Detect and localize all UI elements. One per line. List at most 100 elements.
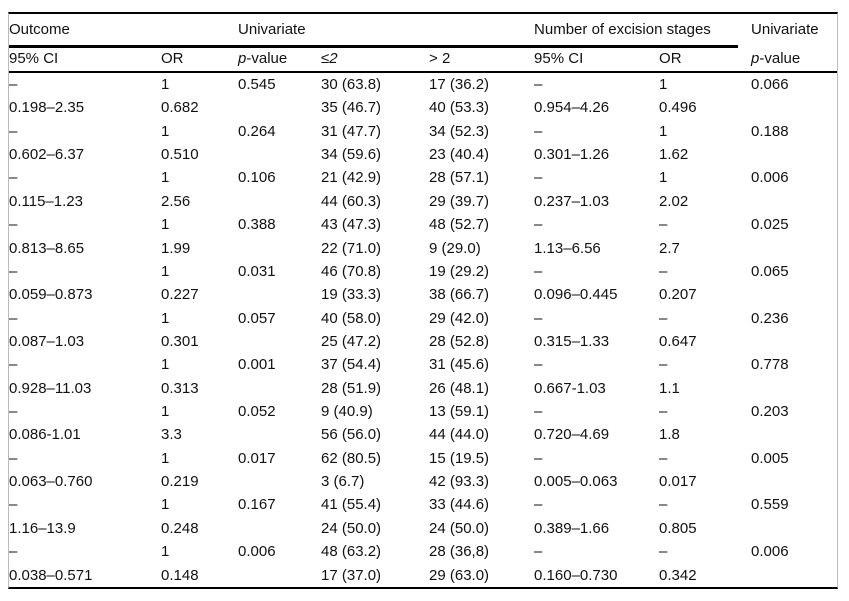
table-cell: –	[534, 122, 543, 140]
table-cell: 0.038–0.571	[9, 566, 93, 584]
table-cell: 62 (80.5)	[321, 449, 382, 467]
group-header-univariate-1: Univariate	[238, 21, 306, 38]
table-row: 0.063–0.760 0.219 3 (6.7) 42 (93.3) 0.005–0.…	[9, 470, 837, 493]
table-row: 1.16–13.9 0.248 24 (50.0) 24 (50.0) 0.389–1.…	[9, 517, 837, 540]
table-cell: 0.059–0.873	[9, 286, 93, 304]
table-cell	[751, 423, 837, 446]
table-cell: 0.148	[161, 566, 199, 584]
table-cell: 40 (53.3)	[429, 99, 490, 117]
table-cell: 0.086-1.01	[9, 426, 81, 444]
table-cell: 0.052	[238, 403, 276, 421]
table-cell: 0.006	[238, 543, 276, 561]
table-row: 0.198–2.35 0.682 35 (46.7) 40 (53.3) 0.954–4…	[9, 96, 837, 119]
table-cell	[238, 517, 321, 540]
table-cell: –	[659, 216, 668, 234]
table-cell: –	[9, 496, 18, 514]
column-header-pvalue-1: p-value	[238, 45, 322, 73]
table-row: – 1 0.167 41 (55.4) 33 (44.6) – – 0.559	[9, 493, 837, 516]
table-cell: –	[534, 356, 543, 374]
table-row: 0.602–6.37 0.510 34 (59.6) 23 (40.4) 0.301–1…	[9, 143, 837, 166]
table-cell: 0.203	[751, 403, 789, 421]
table-cell	[751, 96, 837, 119]
table-cell: 1	[161, 356, 170, 374]
table-cell: –	[534, 496, 543, 514]
table-cell: 29 (63.0)	[429, 566, 490, 584]
group-header-excision-stages: Number of excision stages	[534, 21, 711, 38]
table-row: – 1 0.052 9 (40.9) 13 (59.1) – – 0.203	[9, 400, 837, 423]
table-cell: 0.160–0.730	[534, 566, 618, 584]
table-cell	[751, 517, 837, 540]
table-cell: 0.559	[751, 496, 789, 514]
table-cell: 29 (42.0)	[429, 309, 490, 327]
table-cell: 0.087–1.03	[9, 332, 85, 350]
table-cell: 0.388	[238, 216, 276, 234]
table-cell	[751, 470, 837, 493]
table-cell: 33 (44.6)	[429, 496, 490, 514]
statistics-table: Outcome Univariate Number of excision st…	[9, 14, 838, 587]
table-cell: 1.16–13.9	[9, 519, 76, 537]
table-cell: 1	[161, 309, 170, 327]
table-cell: –	[9, 356, 18, 374]
table-cell: –	[534, 76, 543, 93]
table-cell: 34 (52.3)	[429, 122, 490, 140]
table-cell: 2.7	[659, 239, 680, 257]
column-header-le2: ≤2	[321, 45, 430, 73]
table-cell: 3 (6.7)	[321, 473, 365, 491]
table-cell	[238, 237, 321, 260]
table-cell: 0.066	[751, 76, 789, 93]
column-header-or-1: OR	[161, 45, 239, 73]
table-cell: 0.236	[751, 309, 789, 327]
table-cell: 1	[161, 449, 170, 467]
table-cell: 13 (59.1)	[429, 403, 490, 421]
table-row: – 1 0.057 40 (58.0) 29 (42.0) – – 0.236	[9, 307, 837, 330]
table-cell: 35 (46.7)	[321, 99, 382, 117]
table-cell: 0.602–6.37	[9, 146, 85, 164]
table-cell: 0.005–0.063	[534, 473, 618, 491]
table-cell: 0.106	[238, 169, 276, 187]
table-cell: 44 (44.0)	[429, 426, 490, 444]
table-cell: 1.99	[161, 239, 191, 257]
table-cell: –	[9, 309, 18, 327]
table-row: – 1 0.106 21 (42.9) 28 (57.1) – 1 0.006	[9, 166, 837, 189]
table-cell: 1	[161, 262, 170, 280]
table-cell: 0.954–4.26	[534, 99, 610, 117]
table-cell: 0.115–1.23	[9, 192, 83, 210]
table-body: – 1 0.545 30 (63.8) 17 (36.2) – 1 0.066 0.198–2.…	[9, 72, 837, 587]
column-header-row: 95% CI OR p-value ≤2 > 2 95% CI OR p-val…	[9, 45, 838, 73]
table-cell: 1	[659, 169, 668, 187]
table-cell: –	[9, 76, 18, 93]
table-cell	[238, 283, 321, 306]
table-cell: 29 (39.7)	[429, 192, 490, 210]
table-cell: 23 (40.4)	[429, 146, 490, 164]
table-row: 0.038–0.571 0.148 17 (37.0) 29 (63.0) 0.160–…	[9, 564, 837, 587]
table-cell	[751, 237, 837, 260]
table-cell: 0.001	[238, 356, 276, 374]
table-cell: –	[9, 216, 18, 234]
table-cell: 19 (29.2)	[429, 262, 490, 280]
table-cell: 48 (52.7)	[429, 216, 490, 234]
table-cell: 1.13–6.56	[534, 239, 601, 257]
table-cell: 17 (36.2)	[429, 76, 490, 93]
table-cell	[238, 190, 321, 213]
table-cell: –	[534, 216, 543, 234]
column-header-ci-1: 95% CI	[9, 45, 161, 73]
table-row: 0.813–8.65 1.99 22 (71.0) 9 (29.0) 1.13–6.56…	[9, 237, 837, 260]
table-cell: 0.248	[161, 519, 199, 537]
table-row: – 1 0.017 62 (80.5) 15 (19.5) – – 0.005	[9, 447, 837, 470]
table-cell: 1	[161, 496, 170, 514]
table-cell: 28 (51.9)	[321, 379, 382, 397]
table-cell	[238, 470, 321, 493]
table-cell	[238, 96, 321, 119]
group-header-rule	[9, 45, 738, 48]
table-cell: 31 (47.7)	[321, 122, 382, 140]
table-cell	[238, 330, 321, 353]
table-cell: 30 (63.8)	[321, 76, 382, 93]
table-cell: 1	[161, 543, 170, 561]
table-cell: 0.545	[238, 76, 276, 93]
table-frame: Outcome Univariate Number of excision st…	[8, 12, 838, 589]
table-cell: 44 (60.3)	[321, 192, 382, 210]
table-cell: 42 (93.3)	[429, 473, 490, 491]
table-cell: –	[534, 309, 543, 327]
table-cell	[751, 143, 837, 166]
